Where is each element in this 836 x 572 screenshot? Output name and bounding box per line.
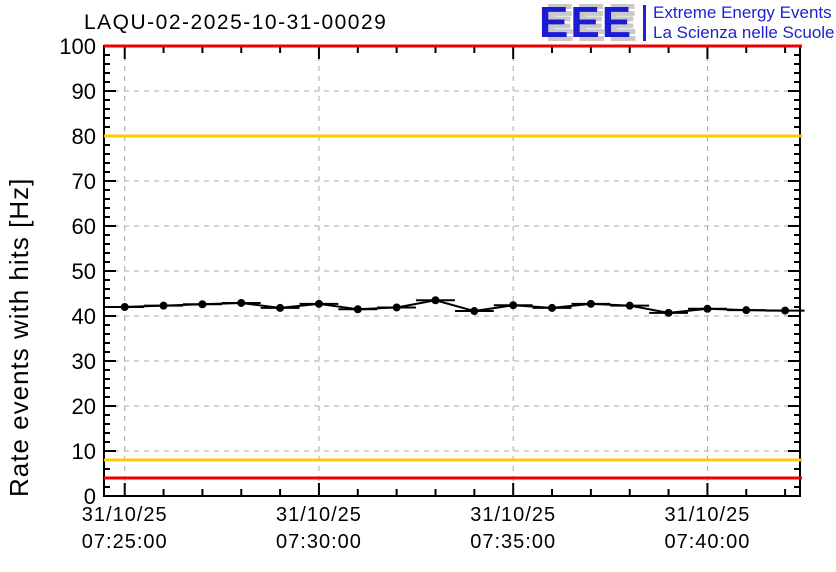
x-tick-date: 31/10/25: [664, 504, 750, 526]
x-tick-time: 07:40:00: [664, 531, 750, 553]
data-point: [703, 304, 712, 313]
data-point: [586, 299, 595, 308]
gridlines: [104, 46, 800, 496]
x-tick-time: 07:30:00: [276, 531, 362, 553]
y-tick-label: 100: [59, 34, 96, 59]
data-point: [198, 300, 207, 309]
data-point: [237, 298, 246, 307]
y-tick-labels: 0 10 20 30 40 50 60 70 80 90 100: [59, 34, 96, 509]
data-point: [120, 303, 129, 311]
data-point: [470, 307, 479, 316]
x-tick-date: 31/10/25: [276, 504, 362, 526]
eee-logo: EEE Extreme Energy Events La Scienza nel…: [539, 0, 835, 47]
logo-subtitle: Extreme Energy Events La Scienza nelle S…: [653, 3, 834, 43]
data-point: [548, 303, 557, 312]
y-tick-label: 30: [72, 349, 96, 374]
logo-divider: [643, 5, 647, 41]
data-point: [664, 308, 673, 317]
y-tick-label: 80: [72, 124, 96, 149]
series-rate-events-with-hits: [105, 296, 805, 317]
x-tick-date: 31/10/25: [470, 504, 556, 526]
y-tick-label: 20: [72, 394, 96, 419]
logo-subtitle-line1: Extreme Energy Events: [653, 3, 832, 22]
y-tick-label: 10: [72, 439, 96, 464]
y-axis-title: Rate events with hits [Hz]: [4, 177, 34, 497]
y-tick-label: 0: [84, 484, 96, 509]
y-tick-label: 70: [72, 169, 96, 194]
data-point: [159, 301, 168, 310]
data-point: [314, 299, 323, 308]
x-tick-time: 07:35:00: [470, 531, 556, 553]
data-point: [353, 305, 362, 314]
logo-subtitle-line2: La Scienza nelle Scuole: [653, 23, 835, 42]
y-tick-label: 50: [72, 259, 96, 284]
data-point: [509, 301, 518, 310]
data-point: [431, 296, 440, 305]
data-point: [276, 303, 285, 312]
y-tick-label: 90: [72, 79, 96, 104]
y-tick-label: 60: [72, 214, 96, 239]
x-tick-labels: 31/10/25 07:25:00 31/10/25 07:30:00 31/10/25…: [82, 504, 750, 553]
y-tick-label: 40: [72, 304, 96, 329]
data-point: [742, 306, 751, 315]
data-point: [392, 303, 401, 312]
data-point: [625, 301, 634, 310]
page-title: LAQU-02-2025-10-31-00029: [84, 11, 388, 34]
x-tick-time: 07:25:00: [82, 531, 168, 553]
x-tick-date: 31/10/25: [82, 504, 168, 526]
data-point: [781, 306, 790, 315]
eee-logo-text: EEE: [539, 0, 634, 47]
